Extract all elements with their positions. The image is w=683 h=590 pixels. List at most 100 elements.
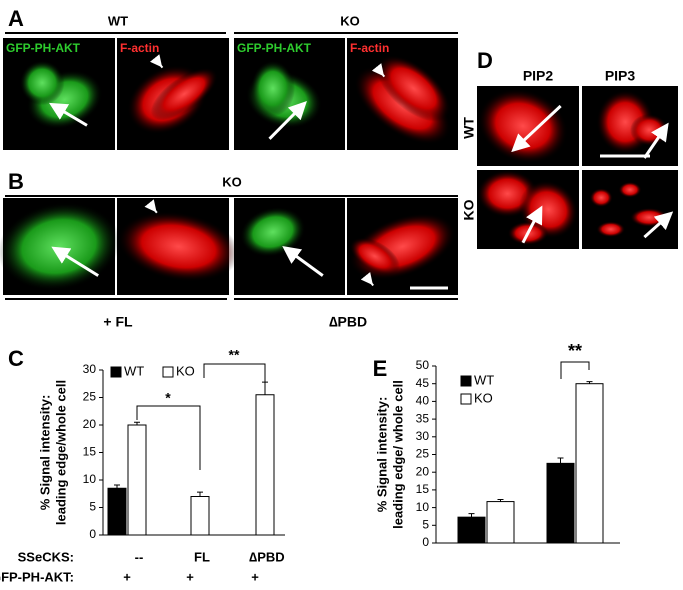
y-axis-label: leading edge/ whole cell [390,380,405,529]
arrow [49,102,88,127]
cell [250,60,296,117]
label: ∆PBD [329,314,367,330]
cell [150,67,218,121]
label: KO [222,174,242,189]
image-label: F-actin [120,41,159,55]
arrowhead [360,272,374,287]
error-bar [134,421,140,425]
label: A [8,6,24,31]
y-tick-label: 0 [422,535,429,549]
error-bar [497,498,504,502]
label: + FL [103,314,133,330]
bracket [136,405,201,470]
label: + [123,569,131,584]
bar [127,424,147,536]
cell [349,237,400,275]
bar [486,501,515,544]
y-axis-label: leading edge/whole cell [53,380,68,525]
cell [117,211,240,282]
label: ** [229,347,240,363]
y-tick-label: 15 [83,445,97,459]
label: SSeCKS: [18,549,74,564]
label: PIP3 [605,68,636,84]
y-tick-label: 20 [83,417,97,431]
image-label: F-actin [350,41,389,55]
arrow [521,205,543,244]
bar [107,487,127,536]
cell [478,88,568,164]
y-tick-label: 50 [416,358,430,372]
label: WT [108,13,128,28]
cell [376,55,451,122]
y-tick-label: 15 [416,482,430,496]
y-tick-label: 30 [416,429,430,443]
label: WT [461,117,477,139]
error-bar [197,491,203,497]
y-tick-label: 40 [416,394,430,408]
label: GFP-PH-AKT: [0,569,74,584]
label: ** [568,341,582,361]
arrow [643,211,674,239]
legend-swatch [460,375,472,387]
bar [546,462,575,544]
legend-swatch [460,393,472,405]
y-axis-label: % Signal intensity: [37,395,52,511]
label: -- [135,549,144,564]
error-bar [586,381,593,384]
cell [618,181,642,198]
y-tick-label: 0 [89,527,96,541]
y-tick-label: 25 [83,390,97,404]
bracket [203,363,266,382]
arrow [643,122,669,159]
image-label: GFP-PH-AKT [237,41,312,55]
legend-swatch [162,366,174,378]
y-tick-label: 5 [89,500,96,514]
error-bar [557,457,564,464]
arrow [51,246,99,277]
legend-swatch [110,366,122,378]
y-tick-label: 20 [416,464,430,478]
y-tick-label: 35 [416,411,430,425]
cell [596,221,626,238]
arrow [282,246,324,277]
y-tick-label: 25 [416,447,430,461]
arrowhead [144,199,158,214]
y-axis-label: % Signal intensity: [374,397,389,513]
y-tick-label: 45 [416,376,430,390]
bracket [560,361,590,379]
y-tick-label: 5 [422,517,429,531]
bar [190,496,210,536]
label: PIP2 [523,68,554,84]
cell [240,206,306,257]
error-bar [468,513,475,518]
cell [630,207,669,227]
arrow [511,104,562,153]
label: FL [194,549,210,564]
bar [255,394,275,536]
image-label: GFP-PH-AKT [6,41,81,55]
label: KO [461,199,477,220]
label: KO [340,13,360,28]
bar [457,516,486,544]
label: ∆PBD [249,549,284,564]
arrowhead [371,63,386,78]
legend-label: WT [474,372,494,387]
error-bar [262,381,268,395]
legend-label: KO [474,390,493,405]
arrow [268,101,307,140]
bar [575,383,604,544]
label: * [165,390,171,406]
y-tick-label: 10 [83,472,97,486]
label: E [373,356,388,381]
label: B [8,169,24,194]
label: D [477,48,493,73]
cell [589,188,613,208]
cell [19,60,65,106]
legend-label: KO [176,363,195,378]
y-tick-label: 30 [83,362,97,376]
y-tick-label: 10 [416,500,430,514]
legend-label: WT [124,363,144,378]
arrowhead [150,54,164,69]
error-bar [114,484,120,489]
